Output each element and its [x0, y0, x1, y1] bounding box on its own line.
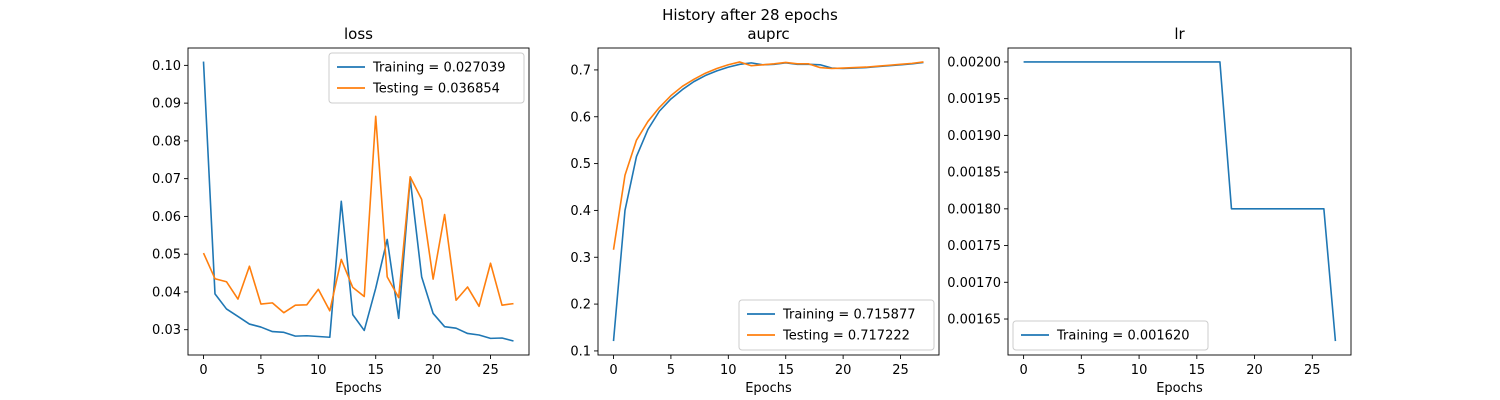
- y-tick-label: 0.5: [570, 157, 591, 172]
- x-tick-label: 5: [257, 363, 265, 378]
- legend-entry: Testing = 0.717222: [782, 329, 910, 344]
- y-tick-label: 0.2: [570, 298, 591, 313]
- x-tick-label: 5: [667, 363, 675, 378]
- y-tick-label: 0.3: [570, 251, 591, 266]
- x-tick-label: 0: [609, 363, 617, 378]
- legend-box: [328, 52, 525, 104]
- x-axis-label: Epochs: [335, 381, 382, 396]
- legend: Training = 0.001620: [1012, 320, 1209, 351]
- x-tick-label: 25: [1304, 363, 1321, 378]
- legend-box: [1012, 320, 1209, 351]
- chart-panel-loss: loss 0 5 10 15 20 25 0.03 0.04 0.05 0.06 0.07 0.08 0.…: [152, 25, 530, 396]
- series-line-1: [202, 115, 514, 314]
- plot-frame: [1007, 47, 1352, 356]
- y-tick-label: 0.07: [152, 172, 181, 187]
- panel-title: loss: [344, 25, 373, 43]
- y-tick-label: 0.00165: [947, 313, 1001, 328]
- x-axis-label: Epochs: [745, 381, 792, 396]
- panel-title: auprc: [747, 25, 789, 43]
- y-tick-label: 0.05: [152, 248, 181, 263]
- y-tick-label: 0.1: [570, 344, 591, 359]
- y-tick-label: 0.04: [152, 285, 181, 300]
- legend-entry: Training = 0.027039: [372, 61, 505, 76]
- legend: Training = 0.027039 Testing = 0.036854: [328, 52, 525, 104]
- y-tick-label: 0.00185: [947, 166, 1001, 181]
- y-tick-label: 0.03: [152, 323, 181, 338]
- x-tick-label: 10: [310, 363, 327, 378]
- series-line-1: [612, 61, 924, 250]
- y-tick-label: 0.09: [152, 97, 181, 112]
- y-tick-label: 0.00175: [947, 239, 1001, 254]
- legend-entry: Training = 0.001620: [1056, 329, 1189, 344]
- x-tick-label: 15: [777, 363, 794, 378]
- x-tick-label: 25: [482, 363, 499, 378]
- x-tick-label: 15: [1189, 363, 1206, 378]
- series-line-0: [1023, 61, 1337, 342]
- y-tick-label: 0.6: [570, 110, 591, 125]
- x-tick-label: 5: [1077, 363, 1085, 378]
- y-tick-label: 0.00200: [947, 55, 1001, 70]
- x-tick-label: 15: [367, 363, 384, 378]
- legend-entry: Training = 0.715877: [782, 308, 915, 323]
- y-tick-label: 0.7: [570, 63, 591, 78]
- chart-panel-lr: lr 0 5 10 15 20 25 0.00165 0.00170 0.00175 0.00180…: [947, 25, 1352, 396]
- x-axis-label: Epochs: [1156, 381, 1203, 396]
- y-tick-label: 0.00170: [947, 276, 1001, 291]
- x-tick-label: 10: [720, 363, 737, 378]
- legend: Training = 0.715877 Testing = 0.717222: [738, 299, 935, 351]
- x-tick-label: 20: [425, 363, 442, 378]
- plot-frame: [187, 47, 530, 356]
- y-tick-label: 0.10: [152, 59, 181, 74]
- x-tick-label: 0: [199, 363, 207, 378]
- plot-frame: [597, 47, 940, 356]
- legend-entry: Testing = 0.036854: [372, 82, 500, 97]
- chart-panel-auprc: auprc 0 5 10 15 20 25 0.1 0.2 0.3 0.4 0.5 0.6 0.7 Epoc…: [570, 25, 940, 396]
- y-tick-label: 0.08: [152, 134, 181, 149]
- y-tick-label: 0.4: [570, 204, 591, 219]
- x-tick-label: 0: [1019, 363, 1027, 378]
- x-tick-label: 20: [1246, 363, 1263, 378]
- y-tick-label: 0.00180: [947, 202, 1001, 217]
- legend-box: [738, 299, 935, 351]
- y-tick-label: 0.00195: [947, 92, 1001, 107]
- x-tick-label: 25: [892, 363, 909, 378]
- series-line-0: [202, 61, 514, 342]
- panel-title: lr: [1174, 25, 1185, 43]
- chart-panels: loss 0 5 10 15 20 25 0.03 0.04 0.05 0.06 0.07 0.08 0.…: [152, 25, 1352, 396]
- x-tick-label: 10: [1131, 363, 1148, 378]
- y-tick-label: 0.06: [152, 210, 181, 225]
- figure-suptitle: History after 28 epochs: [662, 6, 838, 24]
- x-tick-label: 20: [835, 363, 852, 378]
- y-tick-label: 0.00190: [947, 129, 1001, 144]
